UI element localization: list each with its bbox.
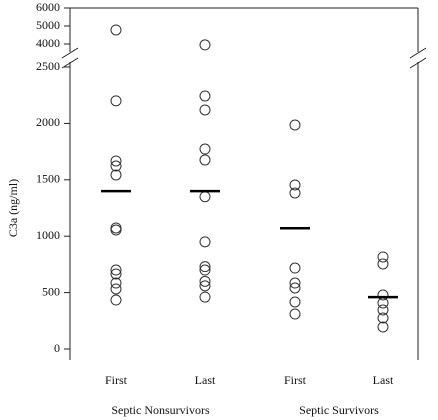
data-point	[377, 321, 389, 333]
data-point	[110, 277, 122, 289]
y-tick-label: 500	[42, 284, 60, 298]
data-point	[377, 304, 389, 316]
y-tick-label: 0	[54, 341, 60, 355]
data-point	[110, 24, 122, 36]
data-point	[110, 283, 122, 295]
data-point	[110, 95, 122, 107]
y-tick-label: 6000	[36, 0, 60, 14]
data-point	[199, 104, 211, 116]
data-point	[377, 289, 389, 301]
group-label: Septic Survivors	[299, 403, 379, 417]
data-point	[289, 296, 301, 308]
data-point	[110, 264, 122, 276]
data-point	[289, 187, 301, 199]
x-tick-label: Last	[195, 373, 216, 387]
x-tick-label: First	[105, 373, 128, 387]
data-point	[199, 264, 211, 276]
y-tick-label: 4000	[36, 36, 60, 50]
data-point	[289, 308, 301, 320]
y-tick-label: 5000	[36, 18, 60, 32]
data-point	[289, 282, 301, 294]
data-point	[110, 222, 122, 234]
data-point	[199, 280, 211, 292]
data-point	[289, 179, 301, 191]
data-point	[110, 155, 122, 167]
data-point	[110, 224, 122, 236]
x-tick-label: Last	[373, 373, 394, 387]
data-point	[199, 143, 211, 155]
data-point	[199, 154, 211, 166]
data-point	[199, 275, 211, 287]
data-point	[199, 261, 211, 273]
data-point	[110, 160, 122, 172]
data-point	[289, 277, 301, 289]
data-point	[110, 169, 122, 181]
data-point	[199, 90, 211, 102]
data-point	[199, 39, 211, 51]
axis-frame	[69, 7, 419, 360]
data-point	[377, 258, 389, 270]
axis-break	[61, 47, 427, 69]
data-point	[289, 262, 301, 274]
data-point	[199, 191, 211, 203]
y-axis-label: C3a (ng/ml)	[6, 179, 20, 237]
data-point	[110, 294, 122, 306]
data-point	[377, 251, 389, 263]
y-tick-label: 1000	[36, 228, 60, 242]
data-point	[199, 236, 211, 248]
y-tick-label: 2000	[36, 115, 60, 129]
data-point	[199, 291, 211, 303]
data-point	[289, 119, 301, 131]
data-point	[110, 268, 122, 280]
data-point	[377, 312, 389, 324]
y-tick-label: 2500	[36, 59, 60, 73]
y-tick-label: 1500	[36, 172, 60, 186]
group-label: Septic Nonsurvivors	[111, 403, 210, 417]
x-tick-label: First	[284, 373, 307, 387]
